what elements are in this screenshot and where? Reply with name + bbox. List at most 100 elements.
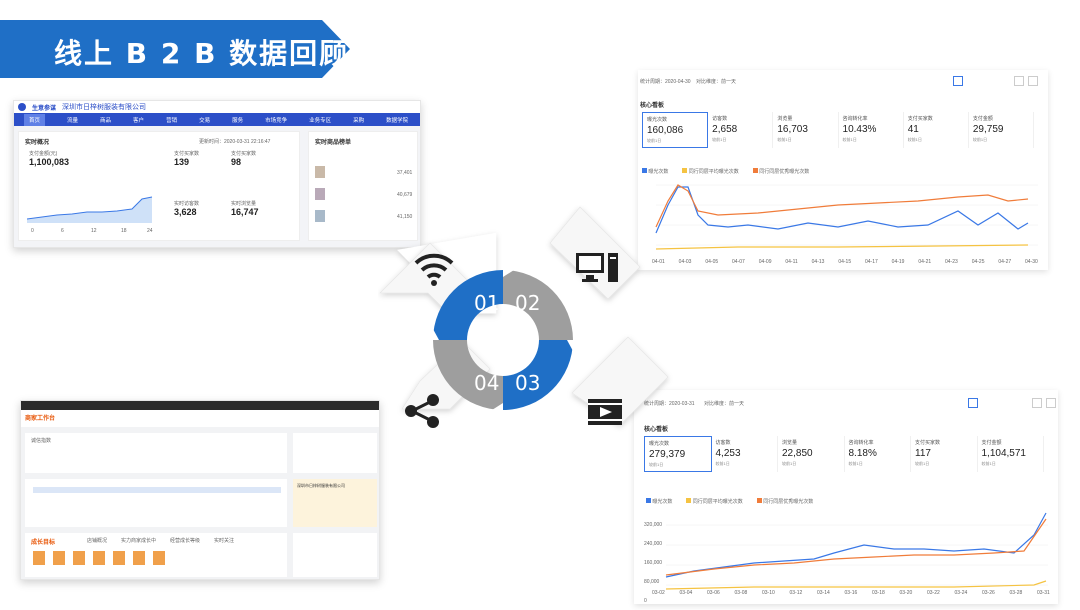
tl-rank-card: 实时商品榜单 37,401 40,679 41,150	[308, 131, 418, 241]
ring-segment-02	[503, 270, 573, 340]
br-metric[interactable]: 曝光次数 279,379 较前1日	[644, 436, 712, 472]
br-legend-item: 同行同层优秀曝光次数	[756, 498, 813, 505]
tl-nav-item[interactable]: 流量	[67, 117, 79, 124]
tl-rank-value: 40,679	[397, 192, 413, 198]
diagram-graphic	[379, 206, 669, 426]
tl-nav-item[interactable]: 服务	[232, 117, 244, 124]
br-compare: 对比维度：前一天	[704, 401, 745, 407]
next-button[interactable]	[1046, 398, 1056, 408]
next-button[interactable]	[1028, 76, 1038, 86]
ring-segment-01	[433, 270, 503, 340]
tl-header: 生意参谋 深圳市日梓树服装有限公司	[14, 101, 420, 113]
tl-nav-item[interactable]: 首页	[24, 113, 46, 126]
tr-metric[interactable]: 支付金额 29,759 较前1日	[969, 112, 1035, 148]
tr-metric[interactable]: 浏览量 16,703 较前1日	[773, 112, 839, 148]
tl-nav: 首页 流量 商品 客户 营销 交易 服务 市场竞争 业务专区 采购 数据学院	[14, 113, 420, 126]
br-legend-item: 同行同层平均曝光次数	[686, 498, 743, 505]
bl-progress-bar	[33, 487, 281, 493]
badge-icon	[93, 551, 105, 565]
bl-growth-title: 成长目标	[31, 540, 56, 546]
center-diagram: 01 02 03 04	[378, 205, 698, 475]
br-period: 统计周期：2020-03-31	[644, 401, 695, 407]
br-metric[interactable]: 访客数 4,253 较前1日	[712, 436, 778, 472]
tl-x-tick: 18	[121, 228, 127, 234]
br-legend-item: 曝光次数	[646, 498, 672, 505]
slide-title: 线上 B 2 B 数据回顾	[54, 37, 350, 70]
product-thumb-icon	[315, 166, 325, 178]
br-x-axis: 03-02 03-04 03-06 03-08 03-10 03-12 03-14 03-16…	[652, 590, 1050, 596]
share-icon	[405, 394, 439, 428]
br-metric[interactable]: 浏览量 22,850 较前1日	[778, 436, 845, 472]
tr-legend-item: 同行同层平均曝光次数	[682, 168, 739, 175]
badge-icon	[153, 551, 165, 565]
segment-number-01: 01	[474, 291, 500, 315]
tr-legend: 曝光次数 同行同层平均曝光次数 同行同层优秀曝光次数	[642, 168, 809, 175]
tl-metric-value: 16,747	[231, 207, 259, 217]
bl-company: 深圳市日梓树服装有限公司	[297, 483, 345, 488]
tr-legend-item: 曝光次数	[642, 168, 668, 175]
screenshot-core-dashboard-april: 统计周期：2020-04-30 对比维度：前一天 核心看板 曝光次数 160,08…	[638, 70, 1048, 270]
screenshot-merchant-workbench: 商家工作台 诚信指数 深圳市日梓树服装有限公司 成长目标 店铺概况 实力商家成长…	[20, 400, 380, 580]
tr-metric[interactable]: 支付买家数 41 较前1日	[904, 112, 969, 148]
tl-metric-label: 实时访客数	[174, 201, 200, 207]
br-legend: 曝光次数 同行同层平均曝光次数 同行同层优秀曝光次数	[646, 498, 813, 505]
tl-x-tick: 24	[147, 228, 153, 234]
tl-nav-item[interactable]: 营销	[166, 117, 178, 124]
bl-card: 诚信指数	[25, 433, 287, 473]
tl-metric-value: 1,100,083	[29, 157, 70, 167]
prev-button[interactable]	[1014, 76, 1024, 86]
tr-metric[interactable]: 曝光次数 160,086 较前1日	[642, 112, 709, 148]
tl-nav-item[interactable]: 客户	[133, 117, 145, 124]
br-metric[interactable]: 咨询转化率 8.18% 较前1日	[845, 436, 911, 472]
wifi-icon	[414, 253, 454, 286]
bl-tab[interactable]: 实力商家成长中	[121, 538, 157, 544]
tl-metric-value: 139	[174, 157, 190, 167]
bl-tab[interactable]: 店铺概况	[87, 538, 108, 544]
calendar-button[interactable]	[968, 398, 978, 408]
bl-progress-card	[25, 479, 287, 527]
bl-tabs: 店铺概况 实力商家成长中 经营成长等级 实时关注	[87, 537, 234, 544]
tr-metric-row: 曝光次数 160,086 较前1日 访客数 2,658 较前1日 浏览量 16,703 较前…	[642, 112, 1035, 148]
tl-rank-value: 37,401	[397, 170, 413, 176]
tl-rank-title: 实时商品榜单	[315, 140, 352, 146]
tl-metric-label: 实时浏览量	[231, 201, 257, 207]
tl-metric-label: 支付买家数	[231, 151, 257, 157]
tr-line-chart	[655, 184, 1038, 250]
tr-metric[interactable]: 咨询转化率 10.43% 较前1日	[839, 112, 904, 148]
tr-metric[interactable]: 访客数 2,658 较前1日	[708, 112, 774, 148]
tl-x-tick: 12	[91, 228, 97, 234]
tr-x-axis: 04-01 04-03 04-05 04-07 04-09 04-11 04-13 04-15…	[652, 259, 1038, 265]
tr-section-title: 核心看板	[640, 103, 665, 109]
tl-nav-item[interactable]: 商品	[100, 117, 112, 124]
tr-period: 统计周期：2020-04-30	[640, 79, 691, 85]
tl-realtime-card: 实时概况 更新时间：2020-03-31 22:16:47 支付金额(元) 1,…	[18, 131, 300, 241]
tl-nav-item[interactable]: 业务专区	[309, 117, 332, 124]
bl-company-card: 深圳市日梓树服装有限公司	[293, 479, 377, 527]
bl-topbar	[21, 401, 379, 410]
ring-segment-04	[433, 340, 503, 410]
tl-x-tick: 6	[61, 228, 64, 234]
ribbon-shape	[0, 20, 350, 78]
bl-growth-card: 成长目标 店铺概况 实力商家成长中 经营成长等级 实时关注	[25, 533, 287, 577]
prev-button[interactable]	[1032, 398, 1042, 408]
title-ribbon: 线上 B 2 B 数据回顾	[0, 20, 352, 78]
segment-number-04: 04	[474, 371, 500, 395]
tl-nav-item[interactable]: 数据学院	[386, 117, 409, 124]
br-section-title: 核心看板	[644, 427, 669, 433]
bl-side-card	[293, 433, 377, 473]
video-play-icon	[588, 399, 622, 425]
tl-metric-label: 支付买家数	[174, 151, 200, 157]
tl-metric-value: 3,628	[174, 207, 197, 217]
tl-metric-label: 支付金额(元)	[29, 151, 58, 157]
br-metric[interactable]: 支付买家数 117 较前1日	[911, 436, 978, 472]
br-metric[interactable]: 支付金额 1,104,571 较前1日	[978, 436, 1044, 472]
bl-tab[interactable]: 经营成长等级	[170, 538, 201, 544]
tl-nav-item[interactable]: 市场竞争	[265, 117, 288, 124]
calendar-button[interactable]	[953, 76, 963, 86]
product-thumb-icon	[315, 188, 325, 200]
tl-nav-item[interactable]: 交易	[199, 117, 211, 124]
bl-tab[interactable]: 实时关注	[214, 538, 235, 544]
tl-nav-item[interactable]: 采购	[353, 117, 365, 124]
bl-workbench-title: 商家工作台	[25, 416, 56, 422]
product-thumb-icon	[315, 210, 325, 222]
